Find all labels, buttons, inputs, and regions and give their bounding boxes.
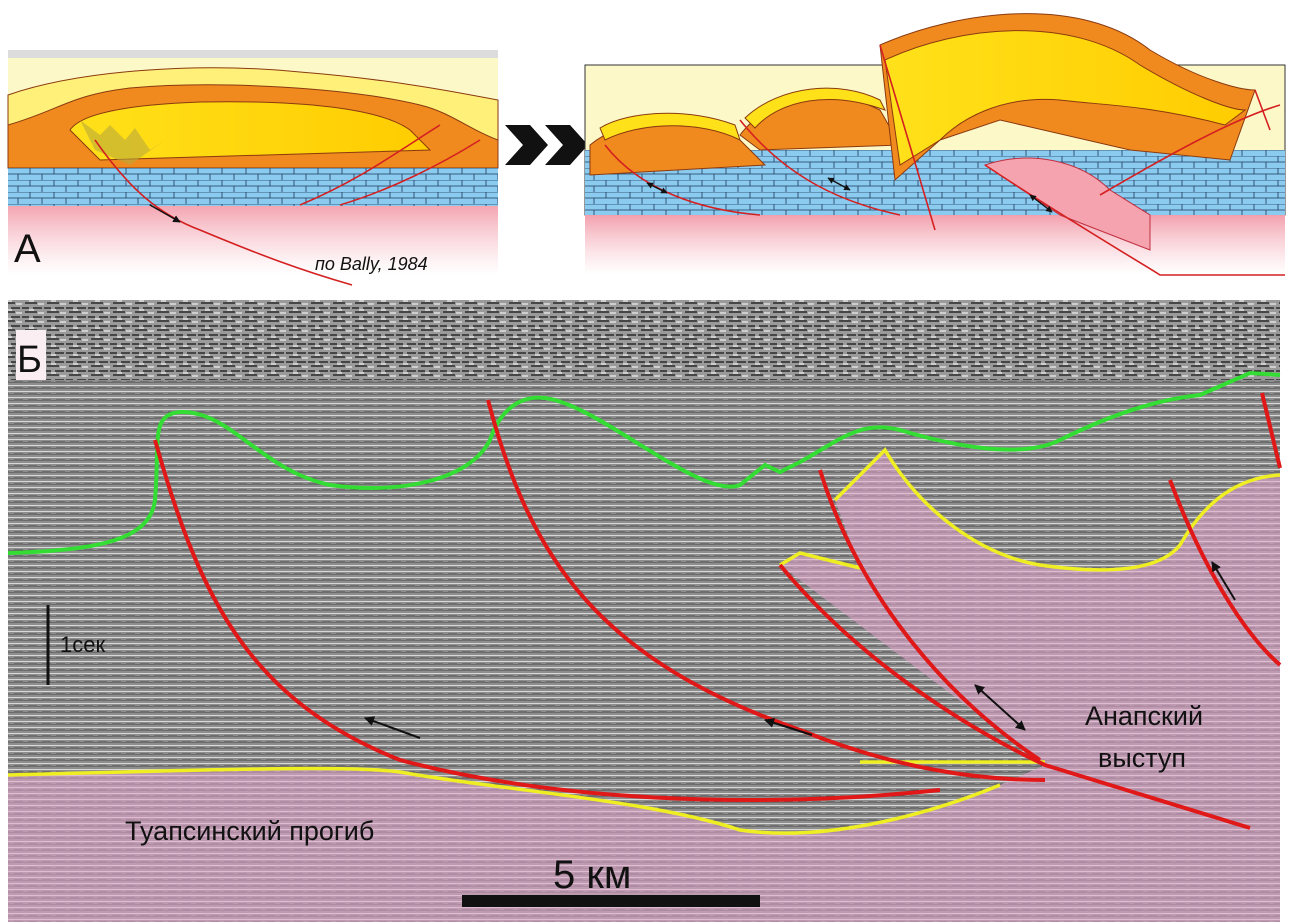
page: {"panel_a": {"label": "А", "citation": "… xyxy=(0,0,1293,922)
transition-arrow xyxy=(505,125,588,165)
basement xyxy=(585,212,1285,275)
figure: А по Bally, 1984 Б 1сек Анапский выступ … xyxy=(0,0,1293,922)
limestone xyxy=(8,168,498,206)
time-scale-label: 1сек xyxy=(60,632,105,657)
trough-label: Туапсинский прогиб xyxy=(125,816,374,846)
chevron xyxy=(505,125,548,165)
anapa-label: выступ xyxy=(1098,743,1186,773)
panel-a-after xyxy=(585,14,1285,275)
panel-label: Б xyxy=(17,339,42,381)
panel-label: А xyxy=(14,227,41,271)
citation: по Bally, 1984 xyxy=(315,254,428,274)
seismic-noise-band xyxy=(8,300,1280,380)
chevron xyxy=(545,125,588,165)
panel-a-before xyxy=(8,50,498,285)
anapa-label: Анапский xyxy=(1085,701,1203,731)
distance-scale-label: 5 км xyxy=(553,853,631,897)
